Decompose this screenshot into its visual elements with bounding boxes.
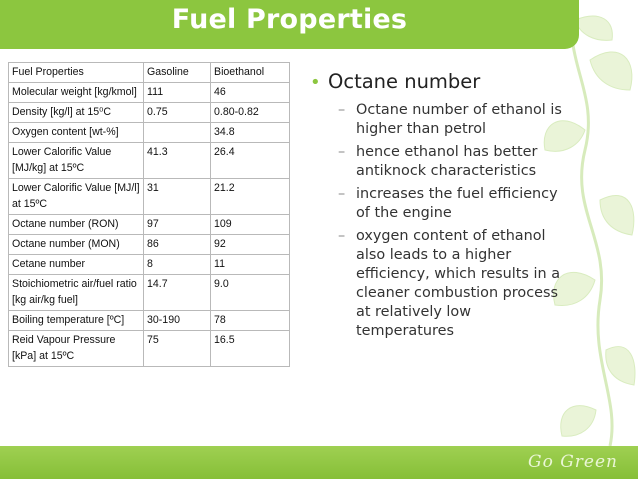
gasoline-cell: 8: [143, 254, 211, 275]
property-cell: Cetane number: [8, 254, 144, 275]
sub-bullet-text: oxygen content of ethanol also leads to …: [356, 228, 561, 339]
gasoline-cell: 75: [143, 330, 211, 367]
property-cell: Lower Calorific Value [MJ/l] at 15ºC: [8, 178, 144, 215]
property-cell: Lower Calorific Value [MJ/kg] at 15ºC: [8, 142, 144, 179]
sub-bullet-text: Octane number of ethanol is higher than …: [356, 102, 562, 137]
column-header: Gasoline: [143, 62, 211, 83]
gasoline-cell: 0.75: [143, 102, 211, 123]
table-row: Boiling temperature [ºC] 30-190 78: [8, 310, 290, 331]
bullet-dot-icon: •: [310, 72, 321, 93]
bioethanol-cell: 109: [210, 214, 290, 235]
column-header: Fuel Properties: [8, 62, 144, 83]
bioethanol-cell: 16.5: [210, 330, 290, 367]
table-row: Lower Calorific Value [MJ/kg] at 15ºC 41…: [8, 142, 290, 179]
bioethanol-cell: 9.0: [210, 274, 290, 311]
bioethanol-cell: 21.2: [210, 178, 290, 215]
table-row: Stoichiometric air/fuel ratio [kg air/kg…: [8, 274, 290, 311]
sub-bullet: – increases the fuel efficiency of the e…: [338, 185, 572, 223]
footer-bar: [0, 446, 638, 479]
page-title: Fuel Properties: [171, 4, 408, 35]
gasoline-cell: 97: [143, 214, 211, 235]
table-row: Molecular weight [kg/kmol] 111 46: [8, 82, 290, 103]
bioethanol-cell: 11: [210, 254, 290, 275]
table-row: Oxygen content [wt-%] 34.8: [8, 122, 290, 143]
bioethanol-cell: 0.80-0.82: [210, 102, 290, 123]
gasoline-cell: 31: [143, 178, 211, 215]
main-bullet: • Octane number: [310, 70, 572, 93]
property-cell: Boiling temperature [ºC]: [8, 310, 144, 331]
sub-bullet-list: – Octane number of ethanol is higher tha…: [338, 101, 572, 341]
dash-icon: –: [338, 102, 346, 118]
gasoline-cell: 111: [143, 82, 211, 103]
table-header-row: Fuel Properties Gasoline Bioethanol: [8, 62, 290, 83]
dash-icon: –: [338, 228, 346, 244]
gasoline-cell: 30-190: [143, 310, 211, 331]
title-bar: Fuel Properties: [0, 0, 579, 49]
gasoline-cell: 14.7: [143, 274, 211, 311]
sub-bullet: – Octane number of ethanol is higher tha…: [338, 101, 572, 139]
bioethanol-cell: 26.4: [210, 142, 290, 179]
property-cell: Octane number (MON): [8, 234, 144, 255]
sub-bullet-text: increases the fuel efficiency of the eng…: [356, 186, 558, 221]
table-row: Lower Calorific Value [MJ/l] at 15ºC 31 …: [8, 178, 290, 215]
dash-icon: –: [338, 144, 346, 160]
sub-bullet: – hence ethanol has better antiknock cha…: [338, 143, 572, 181]
property-cell: Stoichiometric air/fuel ratio [kg air/kg…: [8, 274, 144, 311]
property-cell: Reid Vapour Pressure [kPa] at 15ºC: [8, 330, 144, 367]
bullet-list: • Octane number – Octane number of ethan…: [310, 70, 572, 345]
table-row: Cetane number 8 11: [8, 254, 290, 275]
property-cell: Molecular weight [kg/kmol]: [8, 82, 144, 103]
property-cell: Density [kg/l] at 15⁰C: [8, 102, 144, 123]
gasoline-cell: 41.3: [143, 142, 211, 179]
table-row: Reid Vapour Pressure [kPa] at 15ºC 75 16…: [8, 330, 290, 367]
bioethanol-cell: 92: [210, 234, 290, 255]
gasoline-cell: 86: [143, 234, 211, 255]
dash-icon: –: [338, 186, 346, 202]
main-bullet-text: Octane number: [328, 70, 481, 93]
table-row: Octane number (MON) 86 92: [8, 234, 290, 255]
property-cell: Oxygen content [wt-%]: [8, 122, 144, 143]
sub-bullet: – oxygen content of ethanol also leads t…: [338, 227, 572, 341]
bioethanol-cell: 78: [210, 310, 290, 331]
bioethanol-cell: 46: [210, 82, 290, 103]
column-header: Bioethanol: [210, 62, 290, 83]
fuel-properties-table: Fuel Properties Gasoline Bioethanol Mole…: [8, 62, 290, 367]
table-row: Octane number (RON) 97 109: [8, 214, 290, 235]
bioethanol-cell: 34.8: [210, 122, 290, 143]
property-cell: Octane number (RON): [8, 214, 144, 235]
brand-logo: Go Green: [528, 452, 618, 472]
table-row: Density [kg/l] at 15⁰C 0.75 0.80-0.82: [8, 102, 290, 123]
sub-bullet-text: hence ethanol has better antiknock chara…: [356, 144, 538, 179]
gasoline-cell: [143, 122, 211, 143]
